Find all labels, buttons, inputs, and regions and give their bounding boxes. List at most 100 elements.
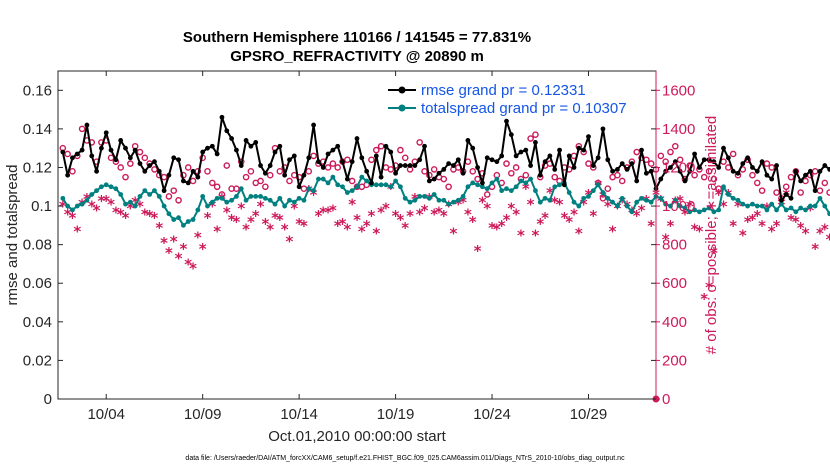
possible-obs-point [662, 158, 669, 165]
totalspread-point [229, 197, 235, 203]
rmse-point [658, 176, 664, 182]
assimilated-obs-point: * [488, 219, 496, 237]
assimilated-obs-point: * [802, 225, 810, 243]
assimilated-obs-point: * [705, 279, 713, 297]
rmse-point [378, 174, 384, 180]
possible-obs-point [797, 189, 804, 196]
totalspread-point [441, 197, 447, 203]
totalspread-point [243, 197, 249, 203]
assimilated-obs-point: * [126, 199, 134, 217]
totalspread-point [291, 199, 297, 205]
rmse-point [648, 168, 654, 174]
rmse-point [94, 168, 99, 174]
totalspread-point [436, 197, 442, 203]
totalspread-point [118, 192, 124, 197]
rmse-point [142, 168, 148, 174]
totalspread-point [123, 201, 128, 207]
possible-obs-point [368, 156, 375, 164]
totalspread-point [822, 203, 828, 209]
totalspread-point [176, 215, 181, 221]
assimilated-obs-point: * [179, 240, 187, 258]
possible-obs-point [633, 148, 641, 156]
possible-obs-point [286, 177, 293, 185]
rmse-point [200, 149, 206, 155]
rmse-point [494, 159, 500, 165]
totalspread-point [701, 207, 707, 213]
assimilated-obs-point: * [749, 211, 757, 229]
possible-obs-point [773, 189, 780, 196]
totalspread-point [542, 195, 548, 201]
assimilated-obs-point: * [695, 223, 703, 241]
possible-obs-point [787, 173, 795, 181]
totalspread-point [750, 201, 755, 207]
rmse-point [533, 139, 538, 145]
totalspread-point [465, 184, 471, 190]
possible-obs-point [614, 171, 621, 179]
possible-obs-point [160, 173, 168, 181]
rmse-point [484, 155, 490, 161]
totalspread-point [547, 197, 553, 203]
possible-obs-point [508, 169, 515, 177]
totalspread-point [711, 209, 717, 215]
assimilated-obs-point: * [88, 198, 96, 216]
possible-obs-point [257, 177, 264, 185]
rmse-point [788, 195, 794, 201]
possible-obs-point [768, 164, 776, 171]
possible-obs-point [213, 183, 221, 191]
assimilated-obs-point: * [758, 217, 766, 235]
assimilated-obs-point: * [527, 196, 535, 214]
right-tick-label: 1200 [662, 159, 695, 176]
rmse-point [373, 153, 379, 159]
totalspread-point [383, 182, 389, 188]
totalspread-point [152, 188, 157, 194]
totalspread-point [586, 194, 591, 199]
rmse-point [552, 167, 558, 172]
rmse-point [605, 157, 611, 163]
totalspread-point [272, 201, 278, 207]
totalspread-point [827, 211, 830, 217]
assimilated-obs-point: * [440, 207, 448, 225]
totalspread-point [426, 195, 432, 201]
totalspread-point [108, 184, 114, 190]
assimilated-obs-point: * [324, 203, 332, 221]
rmse-point [677, 168, 683, 174]
rmse-point [60, 149, 66, 155]
totalspread-point [619, 195, 625, 201]
rmse-point [460, 170, 466, 176]
rmse-point [581, 147, 587, 153]
assimilated-obs-point: * [797, 219, 805, 237]
right-tick-label: 1600 [662, 82, 695, 99]
rmse-point [185, 180, 191, 186]
assimilated-obs-point: * [237, 199, 245, 217]
possible-obs-point [667, 148, 674, 156]
totalspread-point [205, 203, 210, 209]
rmse-point [161, 188, 167, 194]
assimilated-obs-point: * [175, 250, 183, 268]
rmse-point [127, 155, 133, 161]
totalspread-point [566, 190, 572, 195]
possible-obs-point [483, 191, 491, 198]
totalspread-point [470, 180, 476, 186]
assimilated-obs-point: * [599, 188, 607, 206]
rmse-point [745, 155, 751, 161]
possible-obs-point [416, 139, 423, 146]
assimilated-obs-point: * [310, 186, 318, 204]
rmse-point [311, 122, 316, 128]
assimilated-obs-point: * [276, 211, 284, 229]
rmse-point [643, 170, 649, 176]
rmse-point [243, 138, 249, 143]
totalspread-point [605, 195, 611, 201]
rmse-point [99, 145, 104, 151]
rmse-point [388, 149, 394, 155]
rmse-point [272, 149, 278, 155]
totalspread-point [504, 186, 509, 192]
rmse-point [74, 151, 80, 157]
possible-obs-point [551, 173, 559, 181]
totalspread-point [663, 201, 669, 207]
totalspread-point [234, 194, 239, 199]
totalspread-point [219, 195, 225, 201]
right-tick-label: 1000 [662, 198, 695, 215]
rmse-point [229, 136, 235, 141]
possible-obs-point [782, 183, 790, 191]
rmse-point [176, 157, 181, 163]
